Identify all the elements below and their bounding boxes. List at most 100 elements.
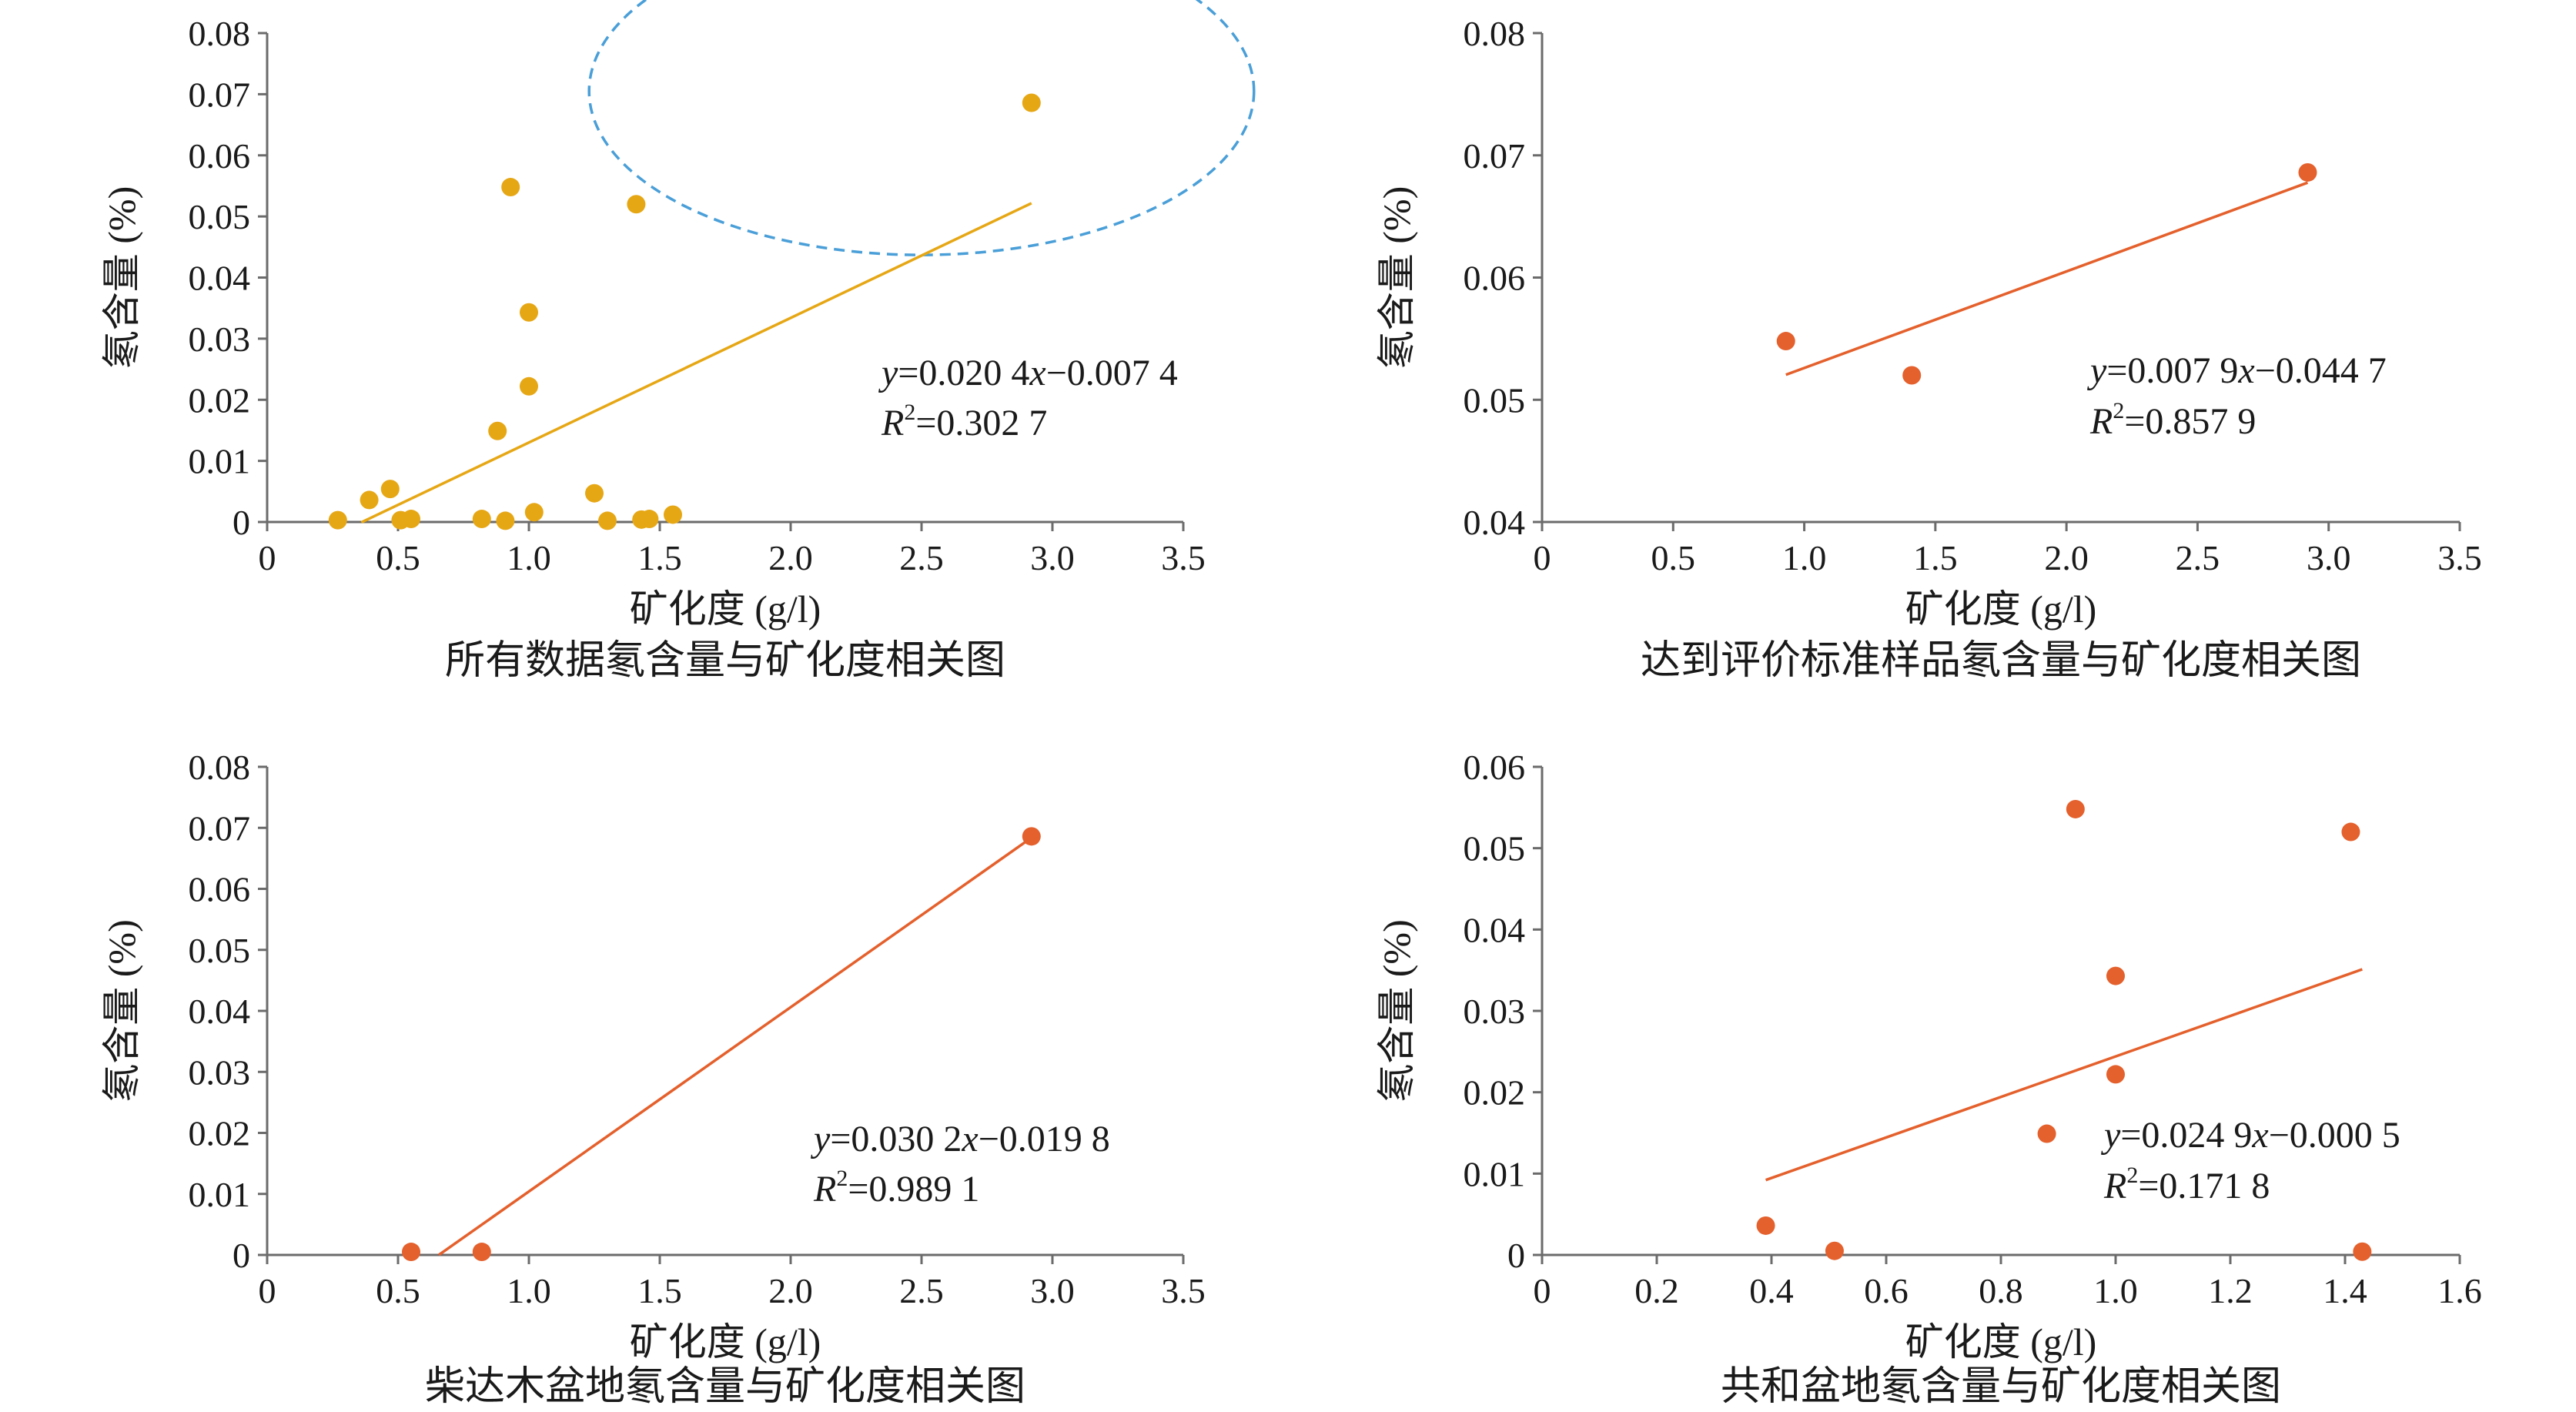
x-axis-title: 矿化度 (g/l) xyxy=(1905,587,2097,631)
x-tick-label: 1.0 xyxy=(2093,1271,2138,1310)
y-tick-label: 0.04 xyxy=(1464,910,1526,949)
data-point xyxy=(1022,93,1041,112)
y-tick-label: 0.02 xyxy=(189,1114,251,1153)
chart-caption: 所有数据氡含量与矿化度相关图 xyxy=(445,639,1005,683)
y-axis-title: 氡含量 (%) xyxy=(100,186,143,369)
data-point xyxy=(2106,966,2125,985)
y-tick-label: 0.08 xyxy=(189,748,251,787)
x-tick-label: 3.0 xyxy=(1030,538,1075,577)
r-squared-label: R2=0.857 9 xyxy=(2089,398,2256,442)
y-tick-label: 0.06 xyxy=(1464,748,1526,787)
data-point xyxy=(472,1243,491,1262)
data-point xyxy=(2298,162,2317,182)
data-point xyxy=(360,490,379,510)
y-tick-label: 0.05 xyxy=(1464,829,1526,868)
y-tick-label: 0.06 xyxy=(189,870,251,909)
data-point xyxy=(585,483,604,503)
x-tick-label: 3.0 xyxy=(1030,1271,1075,1310)
data-point xyxy=(524,503,544,522)
y-tick-label: 0.03 xyxy=(189,1052,251,1092)
y-tick-label: 0 xyxy=(1507,1236,1525,1275)
data-point xyxy=(501,178,520,197)
x-tick-label: 1.6 xyxy=(2437,1271,2482,1310)
y-axis-title: 氡含量 (%) xyxy=(1375,186,1418,369)
x-tick-label: 3.0 xyxy=(2307,538,2351,577)
x-tick-label: 1.0 xyxy=(1782,538,1827,577)
x-tick-label: 0 xyxy=(259,538,276,577)
data-point xyxy=(1776,332,1795,351)
trend-line xyxy=(1765,968,2363,1182)
y-tick-label: 0 xyxy=(233,503,250,542)
x-tick-label: 2.5 xyxy=(2176,538,2220,577)
data-point xyxy=(2341,822,2360,842)
y-tick-label: 0.01 xyxy=(189,1175,251,1214)
x-axis-title: 矿化度 (g/l) xyxy=(630,587,821,631)
trend-line xyxy=(1785,181,2309,376)
y-axis-title: 氡含量 (%) xyxy=(1375,919,1418,1102)
x-tick-label: 1.2 xyxy=(2208,1271,2253,1310)
regression-equation: y=0.007 9x−0.044 7 xyxy=(2086,350,2387,391)
data-point xyxy=(488,421,507,440)
data-point xyxy=(328,510,347,530)
x-tick-label: 3.5 xyxy=(1161,1271,1206,1310)
x-tick-label: 0.2 xyxy=(1634,1271,1679,1310)
chart-caption: 柴达木盆地氡含量与矿化度相关图 xyxy=(425,1365,1025,1409)
chart-panel-2: 0.04 0.05 0.06 0.07 0.08 0 0.5 1.0 1.5 2.0 2.5 3.0 3… xyxy=(1375,14,2482,683)
data-point xyxy=(2066,799,2085,818)
trend-line xyxy=(438,836,1032,1256)
y-tick-label: 0.01 xyxy=(189,442,251,481)
y-tick-label: 0.05 xyxy=(189,197,251,236)
data-point xyxy=(664,505,682,524)
y-tick-label: 0.08 xyxy=(189,14,251,53)
data-point xyxy=(1022,827,1041,846)
x-tick-label: 0.8 xyxy=(1979,1271,2023,1310)
x-tick-label: 3.5 xyxy=(1161,538,1206,577)
chart-caption: 达到评价标准样品氡含量与矿化度相关图 xyxy=(1641,639,2361,683)
highlight-ellipse xyxy=(587,0,1256,256)
x-tick-label: 1.5 xyxy=(637,1271,682,1310)
x-tick-label: 2.0 xyxy=(768,1271,813,1310)
x-tick-label: 1.5 xyxy=(637,538,682,577)
data-point xyxy=(2106,1065,2125,1084)
y-tick-label: 0.03 xyxy=(189,320,251,359)
chart-panel-3: 0 0.01 0.02 0.03 0.04 0.05 0.06 0.07 0.08 0 0.5 1.0… xyxy=(100,748,1206,1409)
y-tick-label: 0.02 xyxy=(1464,1073,1526,1113)
data-point xyxy=(402,510,420,529)
y-tick-label: 0.06 xyxy=(1464,259,1526,298)
x-axis-title: 矿化度 (g/l) xyxy=(1905,1320,2097,1363)
chart-panel-4: 0 0.01 0.02 0.03 0.04 0.05 0.06 0 0.2 0.4 0.6 0.8 1.… xyxy=(1375,748,2482,1409)
x-tick-label: 2.5 xyxy=(899,1271,944,1310)
x-tick-label: 0.5 xyxy=(376,538,420,577)
data-point xyxy=(1756,1216,1775,1235)
x-tick-label: 1.4 xyxy=(2323,1271,2367,1310)
x-tick-label: 2.0 xyxy=(2044,538,2089,577)
y-tick-label: 0.05 xyxy=(189,931,251,970)
x-tick-label: 0 xyxy=(1534,1271,1551,1310)
r-squared-label: R2=0.302 7 xyxy=(881,400,1047,443)
y-tick-label: 0.06 xyxy=(189,136,251,176)
x-tick-label: 2.0 xyxy=(768,538,813,577)
y-tick-label: 0.02 xyxy=(189,380,251,420)
data-point xyxy=(380,480,400,499)
data-point xyxy=(2353,1242,2372,1261)
data-point xyxy=(1902,366,1922,385)
trend-line xyxy=(360,202,1032,524)
chart-panel-1: 0 0.01 0.02 0.03 0.04 0.05 0.06 0.07 0.08 0 0.5 1.0… xyxy=(100,0,1256,683)
x-tick-label: 0.4 xyxy=(1749,1271,1794,1310)
data-point xyxy=(402,1243,420,1262)
y-tick-label: 0.01 xyxy=(1464,1154,1526,1193)
x-tick-label: 0 xyxy=(259,1271,276,1310)
x-tick-label: 0.5 xyxy=(1651,538,1696,577)
y-tick-label: 0.05 xyxy=(1464,380,1526,420)
y-tick-label: 0.08 xyxy=(1464,14,1526,53)
r-squared-label: R2=0.989 1 xyxy=(813,1166,979,1210)
data-point xyxy=(640,510,659,529)
x-tick-label: 0.6 xyxy=(1864,1271,1909,1310)
y-tick-label: 0.07 xyxy=(1464,136,1526,176)
y-tick-label: 0.04 xyxy=(189,992,251,1031)
data-point xyxy=(598,511,617,530)
x-tick-label: 2.5 xyxy=(899,538,944,577)
x-tick-label: 1.5 xyxy=(1913,538,1958,577)
regression-equation: y=0.024 9x−0.000 5 xyxy=(2100,1115,2400,1156)
